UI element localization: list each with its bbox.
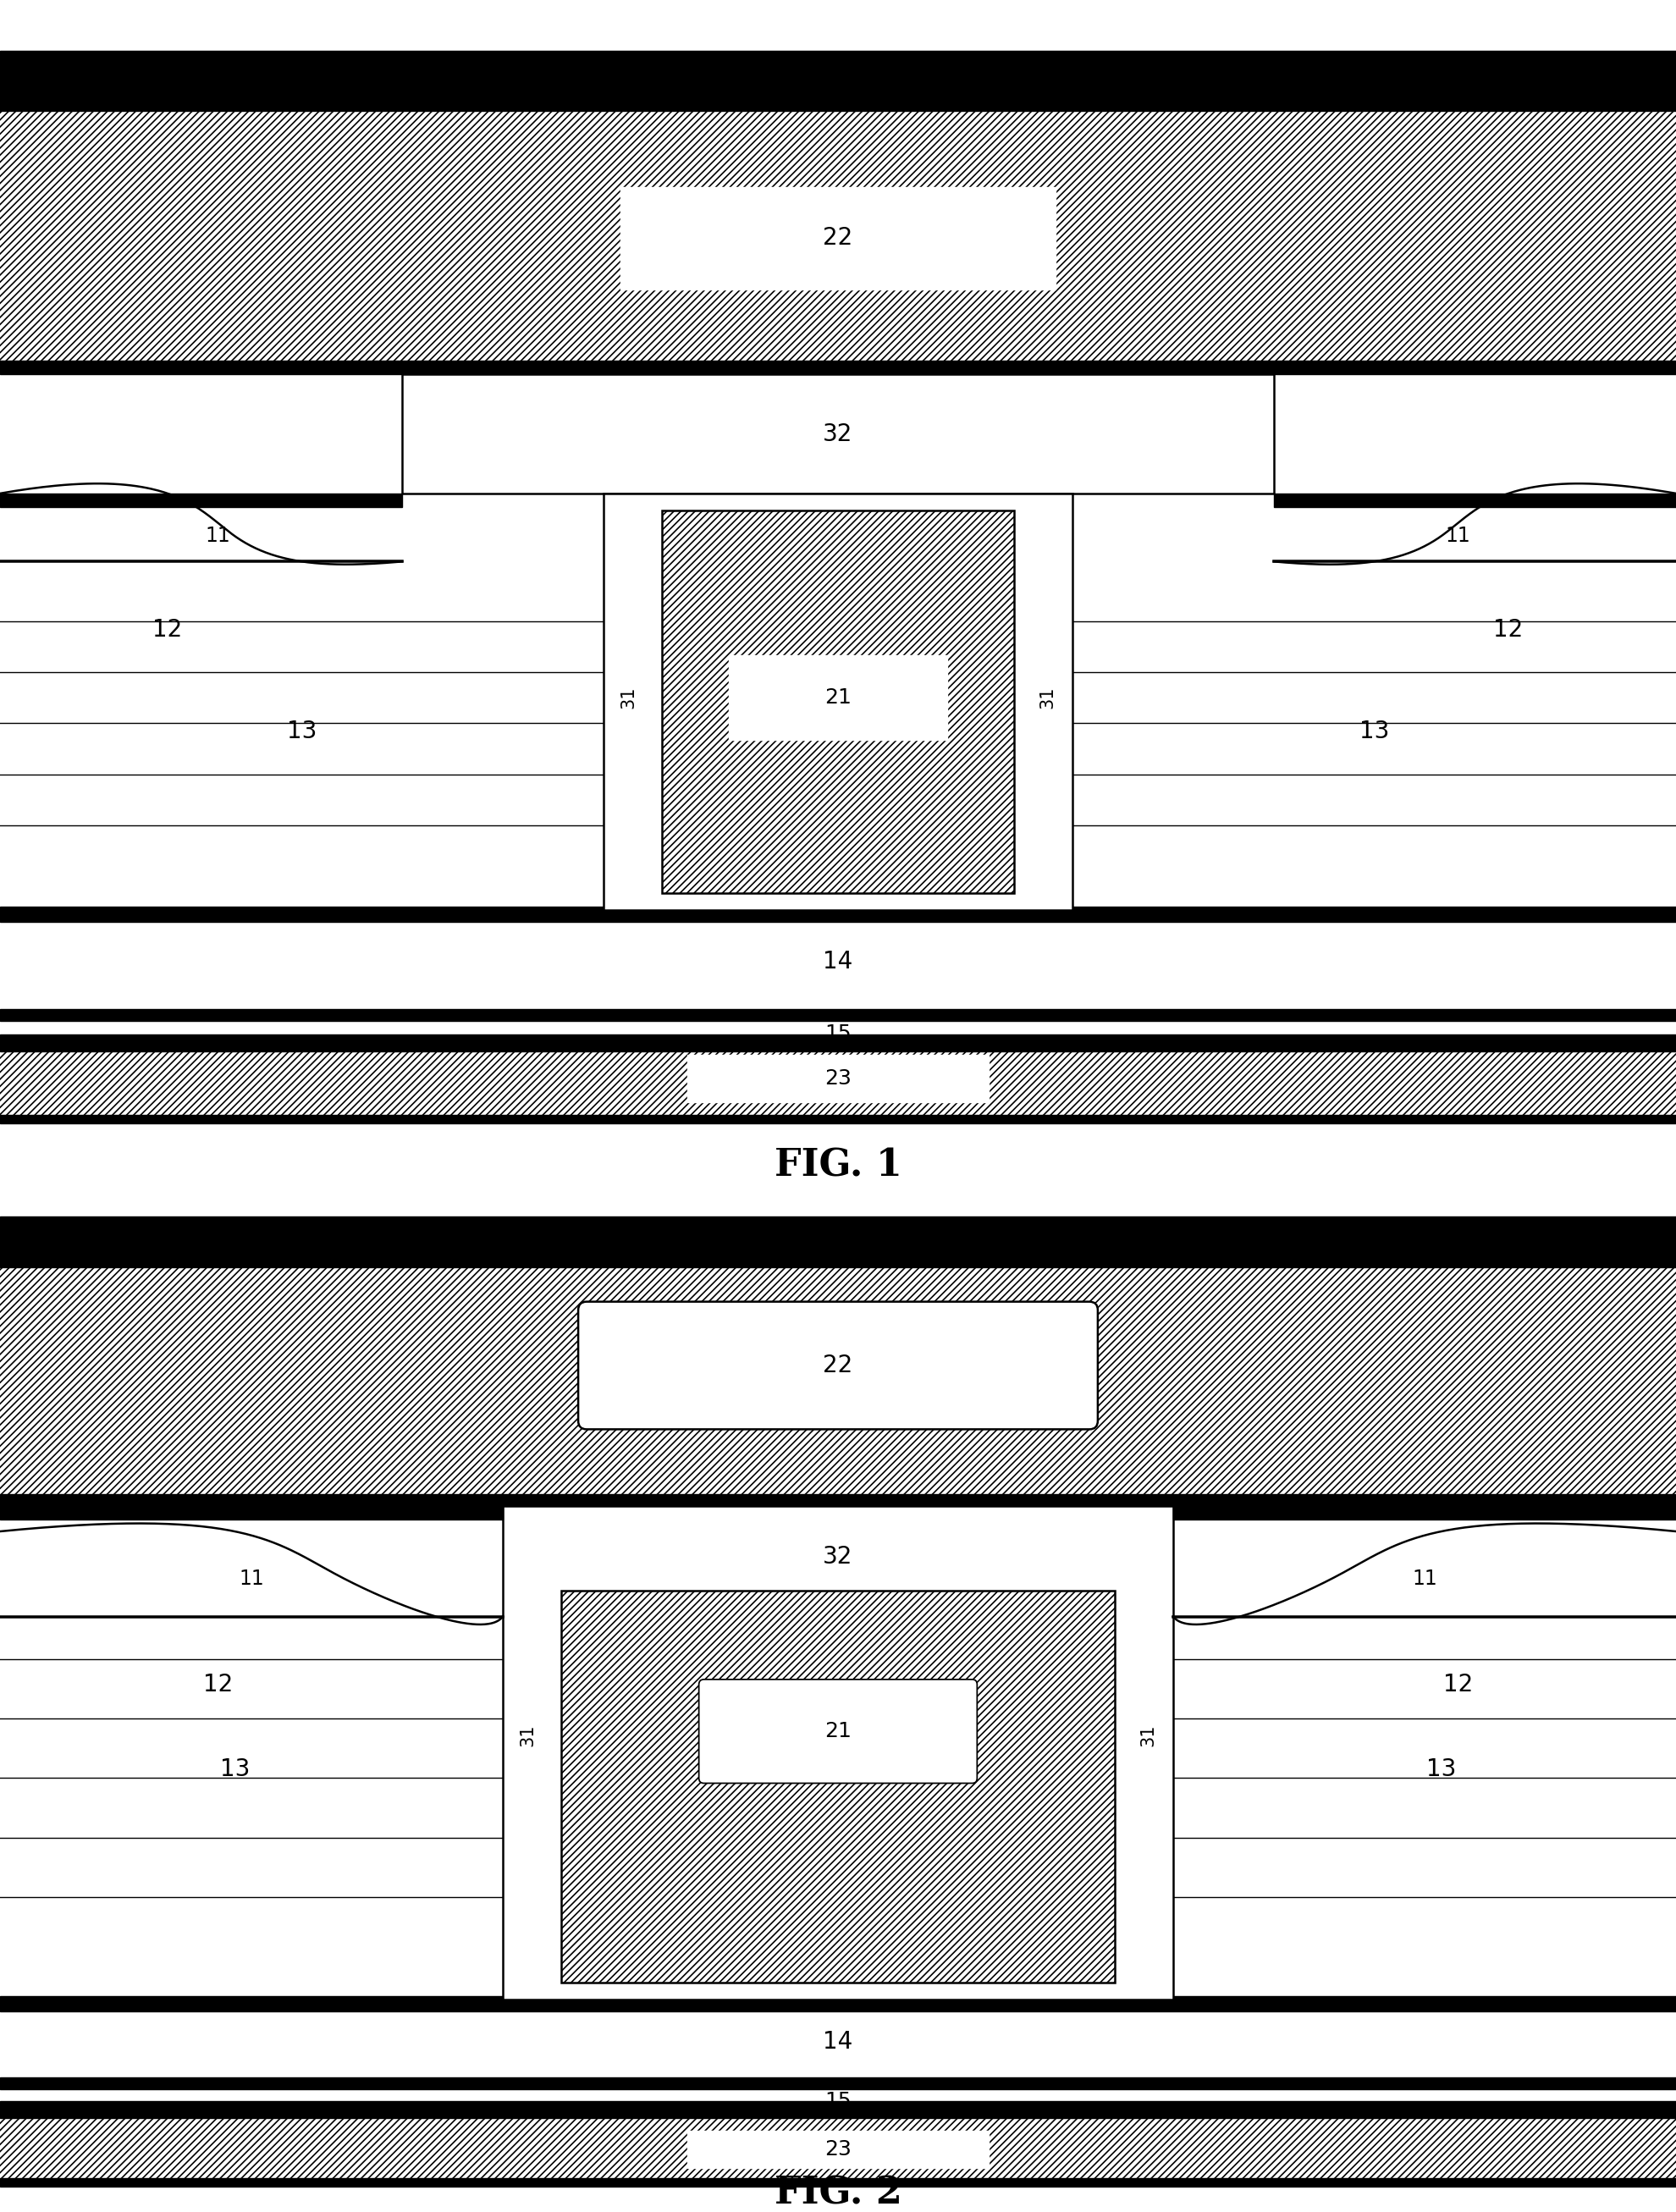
Text: 11: 11 xyxy=(238,1568,265,1588)
Text: 11: 11 xyxy=(1411,1568,1438,1588)
Bar xyxy=(0,1493,1676,1506)
Text: 14: 14 xyxy=(823,949,853,973)
Bar xyxy=(603,493,1073,911)
Bar xyxy=(561,1590,1115,1982)
Text: 14: 14 xyxy=(823,2031,853,2053)
Text: 12: 12 xyxy=(203,1672,233,1697)
Bar xyxy=(1274,493,1676,507)
Bar xyxy=(0,2117,1676,2181)
Bar xyxy=(0,493,402,507)
Bar xyxy=(0,2077,1676,2090)
Bar xyxy=(503,1506,1173,2000)
Bar xyxy=(0,51,1676,111)
Text: 21: 21 xyxy=(825,1721,851,1741)
Text: 23: 23 xyxy=(825,1068,851,1088)
Bar xyxy=(0,1044,1676,1051)
Text: FIG. 2: FIG. 2 xyxy=(774,2177,902,2212)
Bar xyxy=(687,2130,989,2168)
Bar xyxy=(0,1267,1676,1506)
Text: 22: 22 xyxy=(823,226,853,250)
Text: 13: 13 xyxy=(287,719,317,743)
Bar xyxy=(0,2179,1676,2185)
Bar xyxy=(0,907,1676,922)
Text: 22: 22 xyxy=(823,1354,853,1378)
Text: 32: 32 xyxy=(823,422,853,447)
Text: 11: 11 xyxy=(1445,526,1472,546)
Text: 12: 12 xyxy=(1493,617,1523,641)
Bar xyxy=(0,1115,1676,1124)
Bar xyxy=(0,1035,1676,1046)
Text: 11: 11 xyxy=(204,526,231,546)
Bar xyxy=(0,361,1676,374)
Bar xyxy=(0,1995,1676,2011)
Bar xyxy=(0,2110,1676,2119)
Text: 12: 12 xyxy=(1443,1672,1473,1697)
Bar xyxy=(687,1055,989,1102)
Bar xyxy=(620,188,1056,290)
Bar xyxy=(729,655,947,741)
Text: 21: 21 xyxy=(825,688,851,708)
Bar xyxy=(0,2101,1676,2112)
Text: 13: 13 xyxy=(1426,1759,1456,1781)
Bar xyxy=(402,374,1274,493)
Text: 15: 15 xyxy=(825,1024,851,1044)
Text: 12: 12 xyxy=(153,617,183,641)
Text: 31: 31 xyxy=(520,1725,536,1747)
Bar xyxy=(0,1217,1676,1267)
Text: FIG. 1: FIG. 1 xyxy=(774,1148,902,1183)
Bar xyxy=(662,511,1014,894)
Bar xyxy=(0,1009,1676,1022)
Bar xyxy=(0,1051,1676,1119)
FancyBboxPatch shape xyxy=(578,1301,1098,1429)
Bar xyxy=(0,111,1676,374)
Text: 32: 32 xyxy=(823,1544,853,1568)
Text: 31: 31 xyxy=(620,686,637,708)
FancyBboxPatch shape xyxy=(699,1679,977,1783)
Bar xyxy=(0,1506,503,1520)
Text: 31: 31 xyxy=(1140,1725,1156,1747)
Text: 23: 23 xyxy=(825,2139,851,2159)
Text: 13: 13 xyxy=(1359,719,1389,743)
Bar xyxy=(1173,1506,1676,1520)
Text: 13: 13 xyxy=(220,1759,250,1781)
Text: 15: 15 xyxy=(825,2090,851,2112)
Text: 31: 31 xyxy=(1039,686,1056,708)
